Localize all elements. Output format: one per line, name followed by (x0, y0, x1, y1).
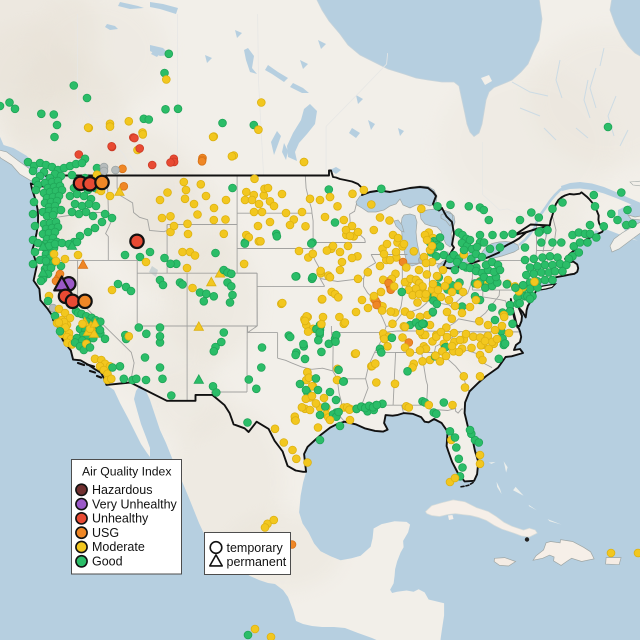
svg-text:permanent: permanent (227, 555, 287, 569)
svg-text:Unhealthy: Unhealthy (92, 512, 149, 526)
svg-text:Moderate: Moderate (92, 540, 145, 554)
svg-text:Very Unhealthy: Very Unhealthy (92, 497, 178, 511)
svg-text:Air Quality Index: Air Quality Index (82, 465, 171, 479)
svg-text:Good: Good (92, 555, 123, 569)
svg-text:Hazardous: Hazardous (92, 483, 152, 497)
svg-text:USG: USG (92, 526, 119, 540)
svg-text:temporary: temporary (227, 541, 284, 555)
